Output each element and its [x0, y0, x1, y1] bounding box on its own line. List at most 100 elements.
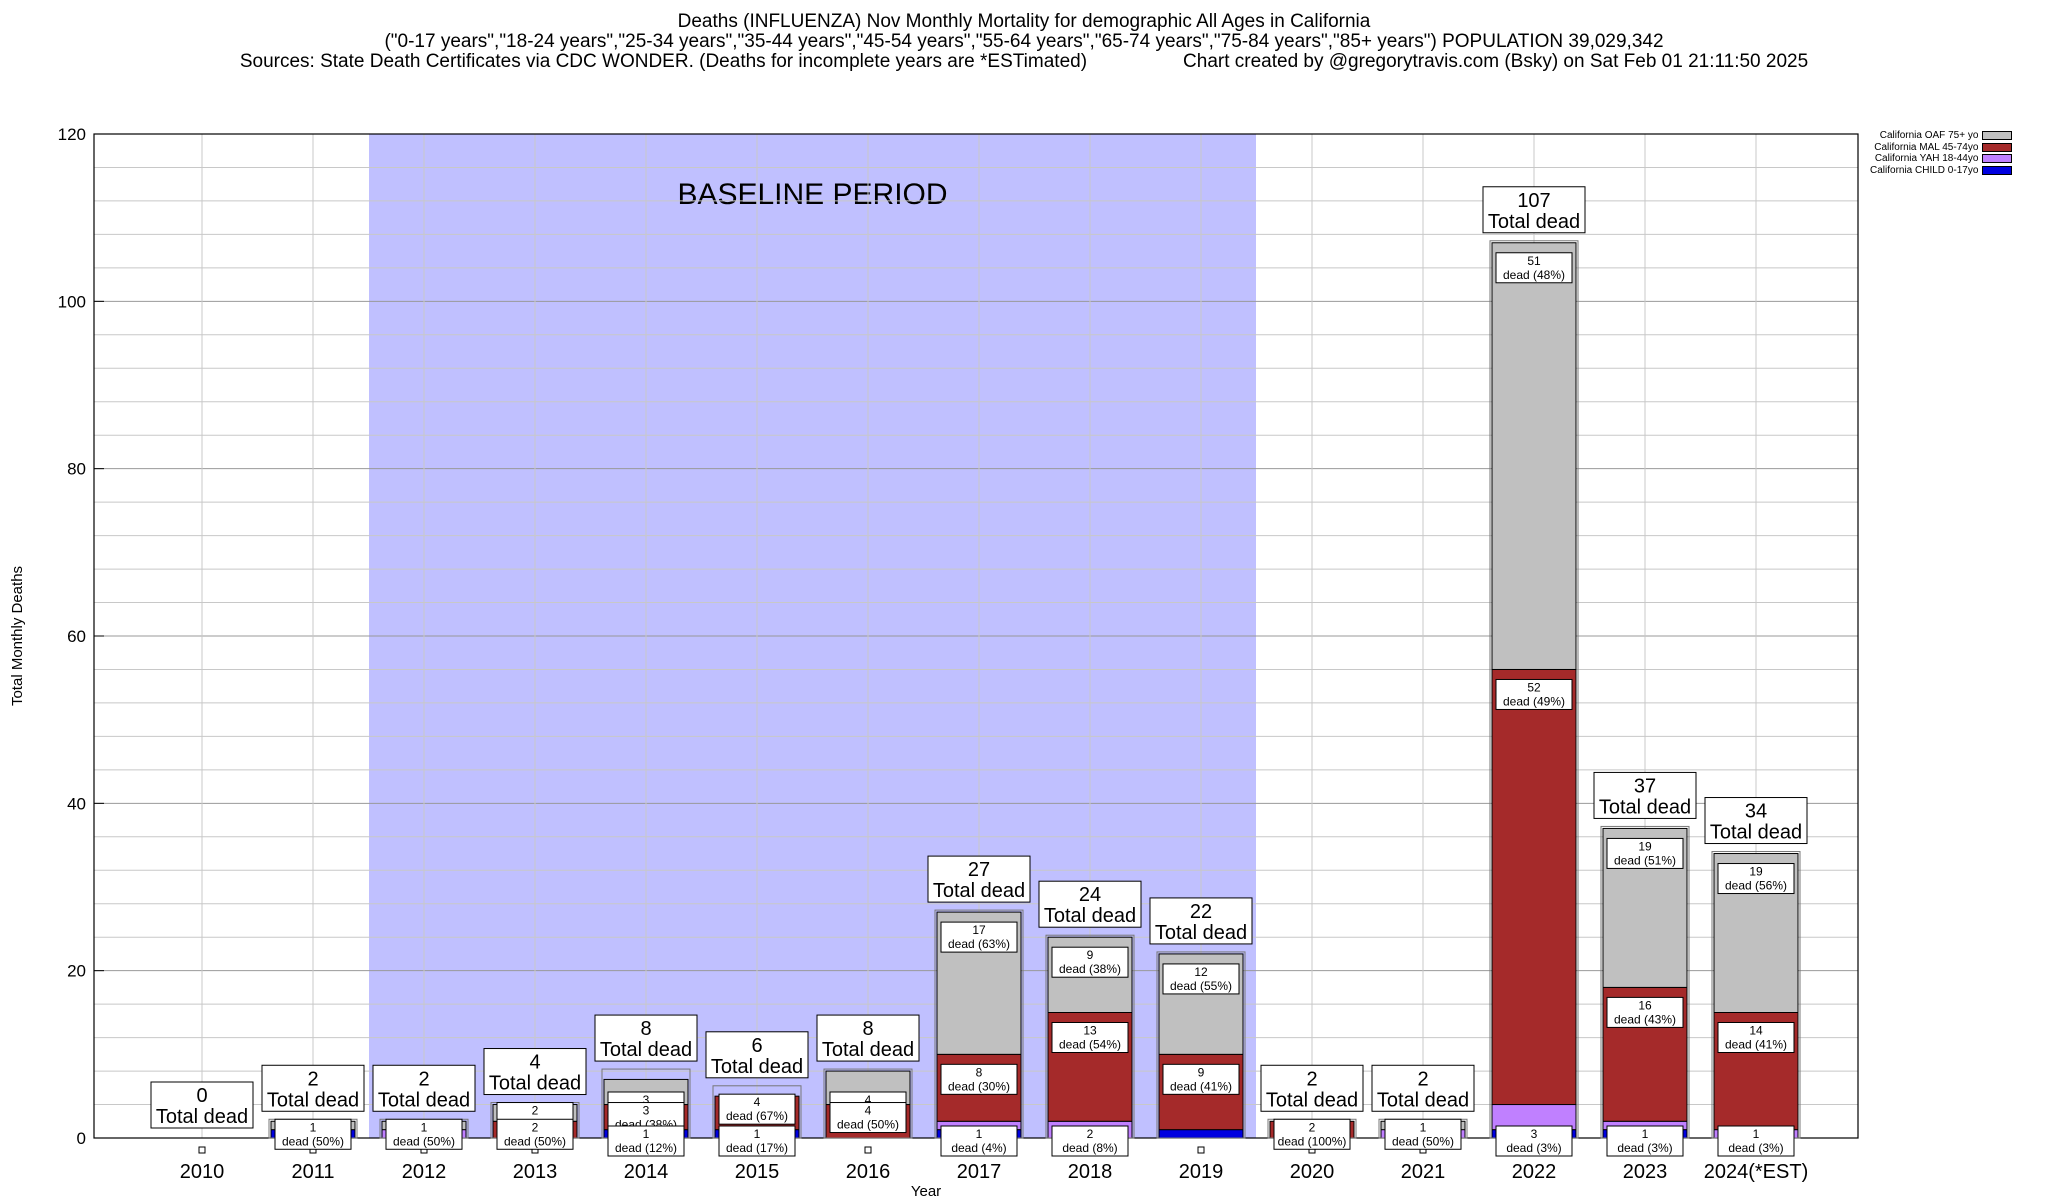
segment-count: 2 [532, 1120, 539, 1134]
segment-count: 3 [643, 1093, 650, 1107]
bar-marker [1197, 1146, 1205, 1154]
x-tick-label: 2018 [1068, 1161, 1113, 1183]
segment-label-box [1384, 1118, 1462, 1150]
chart-title: Deaths (INFLUENZA) Nov Monthly Mortality… [677, 11, 1371, 32]
segment-percent: dead (43%) [1614, 1012, 1676, 1026]
chart-credit: Chart created by @gregorytravis.com (Bsk… [1183, 51, 1809, 72]
x-tick-label: 2010 [180, 1161, 225, 1183]
legend-item-child: California CHILD 0-17yo [1870, 164, 2013, 177]
segment-count: 1 [1420, 1120, 1427, 1134]
segment-count: 9 [1087, 948, 1094, 962]
total-count: 0 [196, 1085, 207, 1107]
y-tick-label: 100 [58, 292, 86, 311]
y-tick-label: 120 [58, 125, 86, 144]
total-count: 2 [1417, 1068, 1428, 1090]
legend-item-oaf: California OAF 75+ yo [1870, 130, 2013, 142]
x-tick-label: 2020 [1290, 1161, 1335, 1183]
total-label-box [1371, 1064, 1475, 1112]
segment-percent: dead (3%) [1728, 1141, 1783, 1155]
y-tick-label: 60 [67, 627, 86, 646]
chart-source: Sources: State Death Certificates via CD… [239, 51, 1088, 72]
total-count: 107 [1517, 190, 1550, 212]
total-suffix: Total dead [822, 1039, 914, 1061]
segment-count: 4 [754, 1095, 761, 1109]
segment-label-box [1717, 1125, 1795, 1157]
segment-percent: dead (63%) [948, 937, 1010, 951]
segment-label-box [829, 1102, 907, 1134]
total-count: 6 [751, 1035, 762, 1057]
segment-count: 51 [1527, 254, 1541, 268]
total-suffix: Total dead [1044, 905, 1136, 927]
total-label-box [483, 1048, 587, 1096]
y-axis-label: Total Monthly Deaths [9, 566, 26, 706]
bar-marker [198, 1146, 206, 1154]
chart-subtitle: ("0-17 years","18-24 years","25-34 years… [384, 31, 1664, 52]
total-label-box [816, 1014, 920, 1062]
segment-percent: dead (41%) [1170, 1079, 1232, 1093]
segment-percent: dead (56%) [1725, 879, 1787, 893]
segment-percent: dead (4%) [951, 1141, 1006, 1155]
segment-count: 2 [1309, 1120, 1316, 1134]
segment-label-box [274, 1118, 352, 1150]
segment-label-box [1606, 837, 1684, 869]
segment-count: 3 [643, 1104, 650, 1118]
total-count: 27 [968, 859, 990, 881]
segment-label-box [385, 1118, 463, 1150]
segment-count: 1 [421, 1120, 428, 1134]
total-count: 34 [1745, 801, 1767, 823]
x-tick-label: 2023 [1623, 1161, 1668, 1183]
segment-label-box [496, 1118, 574, 1150]
total-suffix: Total dead [600, 1039, 692, 1061]
segment-count: 52 [1527, 680, 1541, 694]
segment-count: 3 [1531, 1127, 1538, 1141]
bar-segment [1158, 1129, 1244, 1139]
total-suffix: Total dead [1377, 1089, 1469, 1111]
total-suffix: Total dead [1599, 796, 1691, 818]
total-suffix: Total dead [1266, 1089, 1358, 1111]
segment-count: 1 [1753, 1127, 1760, 1141]
legend-item-mal: California MAL 45-74yo [1870, 142, 2013, 154]
segment-percent: dead (67%) [726, 1109, 788, 1123]
segment-label-box [1495, 252, 1573, 284]
legend-label-oaf: California OAF 75+ yo [1879, 130, 1979, 141]
segment-percent: dead (50%) [1392, 1134, 1454, 1148]
segment-percent: dead (49%) [1503, 694, 1565, 708]
legend-swatch-child [1982, 165, 2013, 175]
segment-label-box [1495, 1125, 1573, 1157]
bar-segment [1491, 242, 1577, 670]
total-count: 37 [1634, 775, 1656, 797]
segment-count: 14 [1749, 1024, 1763, 1038]
total-suffix: Total dead [1710, 822, 1802, 844]
total-count: 22 [1190, 901, 1212, 923]
x-tick-label: 2021 [1401, 1161, 1446, 1183]
segment-label-box [1162, 1063, 1240, 1095]
segment-label-box [1273, 1118, 1351, 1150]
total-label-box [1593, 771, 1697, 819]
total-suffix: Total dead [489, 1073, 581, 1095]
y-tick-label: 0 [77, 1129, 86, 1148]
legend-label-child: California CHILD 0-17yo [1870, 164, 1979, 176]
segment-percent: dead (30%) [948, 1079, 1010, 1093]
total-suffix: Total dead [1488, 211, 1580, 233]
total-suffix: Total dead [378, 1089, 470, 1111]
segment-percent: dead (41%) [1725, 1038, 1787, 1052]
segment-count: 19 [1749, 865, 1763, 879]
total-count: 2 [307, 1068, 318, 1090]
segment-percent: dead (12%) [615, 1141, 677, 1155]
segment-label-box [718, 1093, 796, 1125]
segment-label-box [1717, 863, 1795, 895]
segment-label-box [1495, 678, 1573, 710]
total-suffix: Total dead [1155, 922, 1247, 944]
segment-percent: dead (55%) [1170, 979, 1232, 993]
x-tick-label: 2011 [291, 1161, 334, 1183]
segment-label-box [1606, 996, 1684, 1028]
legend-item-yah: California YAH 18-44yo [1870, 153, 2013, 165]
total-label-box [372, 1064, 476, 1112]
segment-percent: dead (8%) [1062, 1141, 1117, 1155]
segment-label-box [940, 921, 1018, 953]
x-tick-label: 2013 [513, 1161, 558, 1183]
segment-count: 19 [1638, 839, 1652, 853]
segment-count: 12 [1194, 965, 1208, 979]
segment-count: 4 [865, 1104, 872, 1118]
total-suffix: Total dead [156, 1106, 248, 1128]
